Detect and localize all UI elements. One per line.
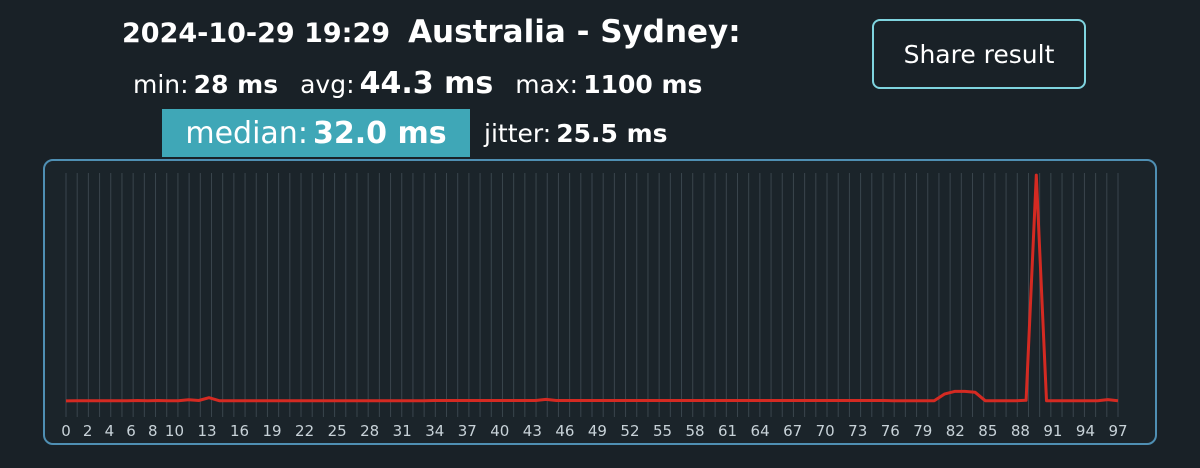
x-tick-label: 43 <box>523 422 542 440</box>
x-tick-label: 46 <box>555 422 574 440</box>
min-value: 28 ms <box>193 70 279 99</box>
avg-label: avg: <box>300 70 355 99</box>
jitter-value: 25.5 ms <box>556 118 668 148</box>
x-tick-label: 10 <box>165 422 184 440</box>
x-tick-label: 91 <box>1043 422 1062 440</box>
x-tick-label: 13 <box>197 422 216 440</box>
test-timestamp: 2024-10-29 19:29 <box>122 18 391 49</box>
ping-chart-svg: 0 2 4 6 8 10 13 16 19 22 25 28 31 34 37 40 43 46 49 52 55 58 6… <box>61 173 1128 440</box>
x-tick-label: 4 <box>105 422 115 440</box>
x-tick-label: 67 <box>783 422 802 440</box>
ping-series-line <box>65 173 1119 403</box>
x-tick-label: 61 <box>718 422 737 440</box>
x-tick-label: 49 <box>588 422 607 440</box>
x-tick-label: 58 <box>685 422 704 440</box>
x-tick-label: 70 <box>816 422 835 440</box>
stats-row: min: 28 ms avg: 44.3 ms max: 1100 ms <box>133 66 702 106</box>
x-tick-label: 0 <box>61 422 71 440</box>
avg-value: 44.3 ms <box>359 66 494 101</box>
x-tick-label: 28 <box>360 422 379 440</box>
min-label: min: <box>133 70 189 99</box>
x-tick-label: 40 <box>490 422 509 440</box>
x-tick-label: 79 <box>913 422 932 440</box>
x-tick-label: 19 <box>263 422 282 440</box>
x-tick-label: 25 <box>328 422 347 440</box>
ping-chart: 0 2 4 6 8 10 13 16 19 22 25 28 31 34 37 40 43 46 49 52 55 58 6… <box>43 159 1157 445</box>
x-tick-label: 16 <box>230 422 249 440</box>
x-tick-label: 85 <box>978 422 997 440</box>
x-tick-label: 2 <box>83 422 93 440</box>
x-tick-label: 94 <box>1076 422 1095 440</box>
median-value: 32.0 ms <box>313 115 447 151</box>
x-tick-label: 97 <box>1108 422 1127 440</box>
median-label: median: <box>185 115 308 151</box>
x-tick-label: 34 <box>425 422 444 440</box>
test-location: Australia - Sydney: <box>408 14 741 50</box>
x-tick-label: 37 <box>458 422 477 440</box>
max-value: 1100 ms <box>583 70 703 99</box>
share-result-button[interactable]: Share result <box>872 19 1086 89</box>
x-tick-label: 6 <box>126 422 136 440</box>
x-tick-label: 64 <box>751 422 770 440</box>
x-tick-label: 88 <box>1011 422 1030 440</box>
jitter-label: jitter: <box>484 118 552 148</box>
x-tick-label: 22 <box>295 422 314 440</box>
median-highlight: median: 32.0 ms <box>162 109 470 157</box>
x-tick-label: 31 <box>393 422 412 440</box>
x-tick-label: 55 <box>653 422 672 440</box>
x-tick-label: 73 <box>848 422 867 440</box>
max-label: max: <box>515 70 579 99</box>
x-tick-label: 8 <box>148 422 158 440</box>
x-tick-label: 76 <box>881 422 900 440</box>
x-tick-label: 52 <box>620 422 639 440</box>
x-tick-label: 82 <box>946 422 965 440</box>
